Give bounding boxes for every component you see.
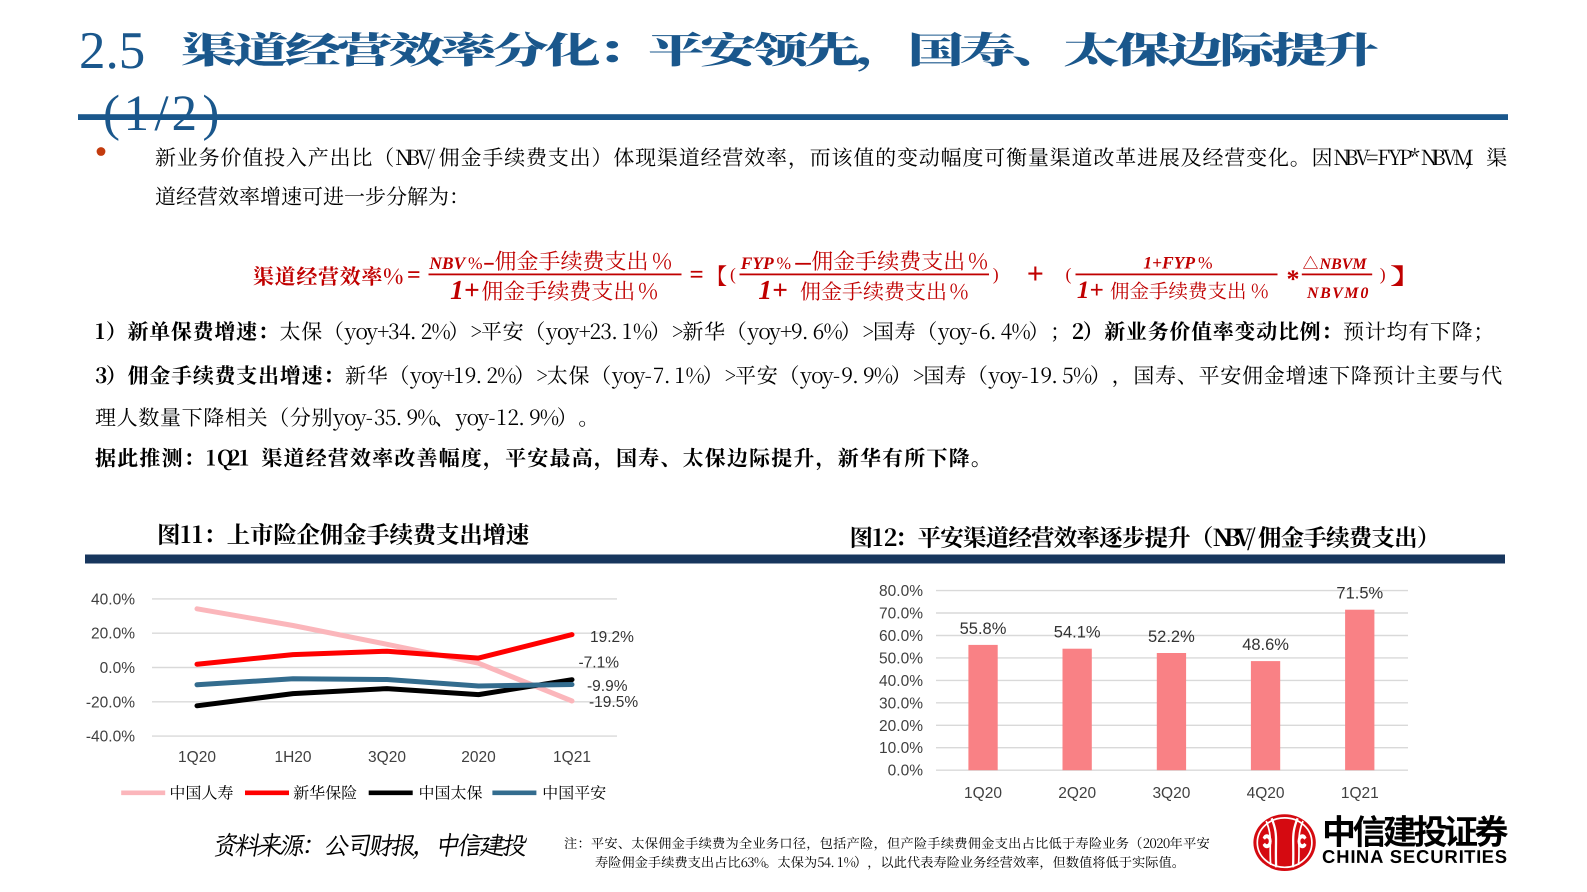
svg-text:54.1%: 54.1% [1054, 624, 1101, 642]
svg-text:80.0%: 80.0% [879, 583, 923, 600]
svg-text:52.2%: 52.2% [1148, 628, 1195, 646]
svg-text:-19.5%: -19.5% [589, 694, 638, 711]
svg-text:1H20: 1H20 [274, 749, 311, 766]
svg-text:-40.0%: -40.0% [86, 729, 135, 746]
svg-text:30.0%: 30.0% [879, 695, 923, 712]
svg-text:0.0%: 0.0% [100, 660, 136, 677]
svg-text:-9.9%: -9.9% [587, 678, 628, 695]
svg-text:20.0%: 20.0% [879, 718, 923, 735]
svg-text:10.0%: 10.0% [879, 740, 923, 757]
svg-text:4Q20: 4Q20 [1247, 785, 1285, 802]
svg-text:0.0%: 0.0% [888, 763, 924, 780]
svg-text:20.0%: 20.0% [91, 626, 135, 643]
svg-text:55.8%: 55.8% [960, 620, 1007, 638]
svg-text:40.0%: 40.0% [879, 673, 923, 690]
svg-text:2Q20: 2Q20 [1058, 785, 1096, 802]
svg-text:19.2%: 19.2% [590, 629, 634, 646]
svg-text:70.0%: 70.0% [879, 606, 923, 623]
svg-text:48.6%: 48.6% [1242, 636, 1289, 654]
svg-text:3Q20: 3Q20 [1152, 785, 1190, 802]
svg-text:71.5%: 71.5% [1336, 585, 1383, 603]
svg-text:50.0%: 50.0% [879, 650, 923, 667]
svg-text:-20.0%: -20.0% [86, 694, 135, 711]
svg-text:1Q21: 1Q21 [1341, 785, 1379, 802]
svg-text:1Q20: 1Q20 [964, 785, 1002, 802]
svg-text:40.0%: 40.0% [91, 591, 135, 608]
svg-text:-7.1%: -7.1% [579, 655, 620, 672]
svg-text:2020: 2020 [461, 749, 496, 766]
svg-text:1Q20: 1Q20 [178, 749, 216, 766]
svg-text:1Q21: 1Q21 [553, 749, 591, 766]
svg-text:3Q20: 3Q20 [368, 749, 406, 766]
svg-text:60.0%: 60.0% [879, 628, 923, 645]
